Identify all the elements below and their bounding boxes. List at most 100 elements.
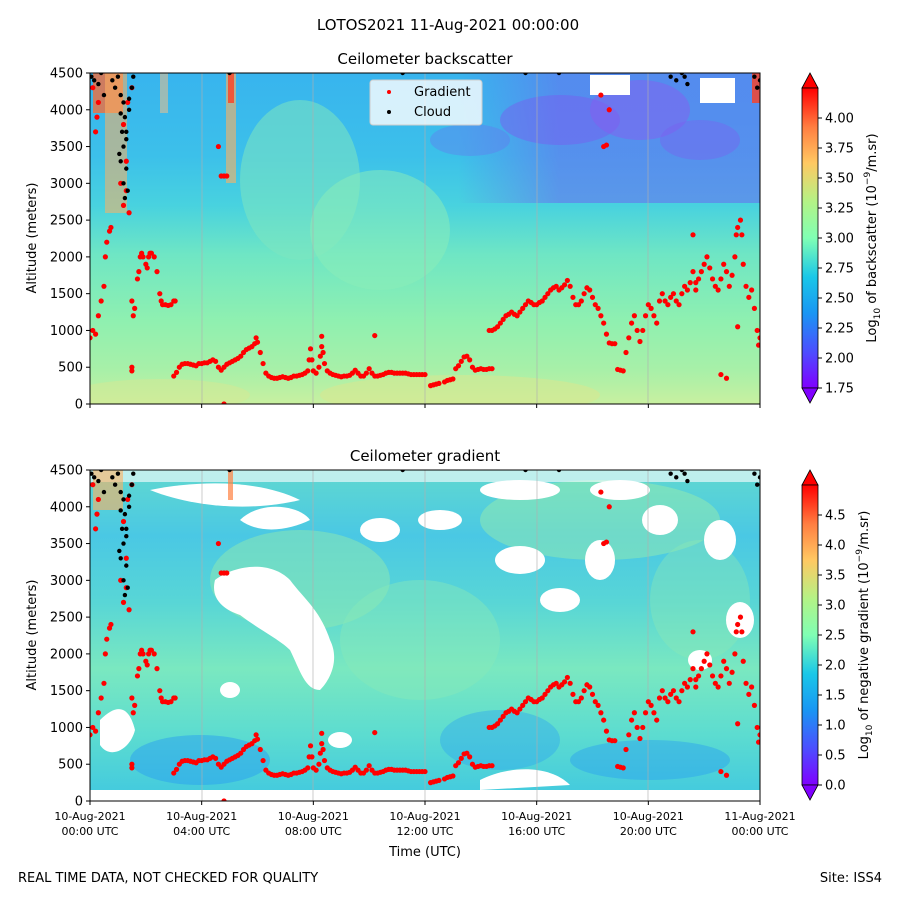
cloud-point (110, 78, 115, 83)
gradient-point (581, 688, 587, 694)
gradient-point (718, 276, 724, 282)
cloud-point (400, 73, 405, 76)
y-tick-label: 3000 (50, 177, 83, 192)
gradient-point (739, 629, 745, 635)
x-tick-date: 11-Aug-2021 (724, 810, 795, 823)
gradient-point (673, 695, 679, 701)
gradient-point (316, 761, 322, 767)
y-tick-label: 4500 (50, 464, 83, 479)
gradient-point (673, 298, 679, 304)
x-tick-date: 10-Aug-2021 (389, 810, 460, 823)
gradient-point (723, 772, 730, 778)
backscatter-ylabel: Altitude (meters) (25, 183, 40, 294)
cloud-point (124, 129, 129, 135)
cloud-point (119, 129, 125, 135)
gradient-point (637, 338, 643, 345)
gradient-point (154, 666, 160, 672)
gradient-point (154, 269, 160, 275)
gradient-point (140, 651, 146, 657)
gradient-ylabel: Altitude (meters) (25, 580, 40, 691)
gradient-point (682, 680, 688, 686)
gradient-point (553, 283, 559, 289)
footer-site: Site: ISS4 (820, 871, 882, 886)
cloud-point (96, 81, 101, 87)
x-tick-time: 00:00 UTC (61, 825, 118, 838)
gradient-point (567, 283, 573, 289)
cloud-point (674, 78, 679, 83)
cloud-point (125, 188, 130, 193)
legend-box (369, 79, 483, 126)
cloud-point (685, 478, 690, 484)
gradient-point (564, 277, 570, 284)
gradient-point (542, 294, 548, 300)
x-tick-date: 10-Aug-2021 (166, 810, 237, 823)
x-tick-time: 08:00 UTC (285, 825, 342, 838)
cloud-point (121, 541, 126, 546)
gradient-point (151, 254, 157, 260)
cloud-point (118, 556, 123, 561)
cloud-point (118, 111, 123, 116)
cloud-point (121, 497, 126, 502)
gradient-point (168, 302, 174, 308)
gradient-point (749, 287, 755, 293)
gradient-point (623, 349, 629, 356)
backscatter-colorbar: 1.75 2.00 2.25 2.50 2.75 3.00 3.25 3.50 3.75 4.00… (801, 72, 883, 404)
gradient-point (221, 798, 227, 801)
x-tick-time: 00:00 UTC (731, 825, 788, 838)
gradient-point (701, 658, 707, 664)
gradient-point (455, 363, 462, 369)
gradient-point (95, 710, 101, 716)
gradient-point (578, 695, 584, 701)
gradient-point (623, 746, 629, 753)
gradient-point (366, 763, 372, 769)
y-tick-label: 3500 (50, 537, 83, 552)
gradient-point (140, 254, 146, 260)
gradient-point (108, 224, 114, 231)
cloud-point (121, 100, 126, 105)
gradient-point (751, 702, 758, 708)
cloud-point (668, 471, 673, 476)
cloud-point (523, 470, 528, 473)
gradient-point (651, 710, 657, 716)
gradient-point (238, 353, 244, 359)
cloud-point (112, 85, 118, 90)
gradient-point (684, 684, 691, 690)
x-tick-time: 16:00 UTC (508, 825, 565, 838)
cloud-point (124, 526, 129, 532)
gradient-point (626, 335, 632, 341)
gradient-point (363, 370, 369, 376)
gradient-point (587, 684, 593, 690)
gradient-point (90, 85, 96, 91)
gradient-point (718, 673, 724, 679)
x-tick-date: 10-Aug-2021 (613, 810, 684, 823)
gradient-point (321, 360, 328, 367)
cloud-point (129, 85, 135, 90)
colorbar-tick-label: 0.5 (825, 749, 846, 764)
y-tick-label: 2500 (50, 611, 83, 626)
cloud-point (118, 92, 123, 98)
gradient-point (522, 699, 529, 705)
gradient-point (651, 313, 657, 319)
gradient-point (307, 743, 314, 749)
gradient-point (756, 739, 760, 745)
gradient-point (682, 283, 688, 289)
gradient-point (317, 750, 323, 756)
cloud-point (117, 548, 122, 554)
gradient-point (726, 680, 732, 686)
gradient-point (134, 276, 141, 282)
gradient-heatmap (90, 470, 760, 801)
gradient-point (455, 760, 462, 766)
cloud-point (668, 74, 673, 79)
gradient-point (90, 335, 93, 341)
gradient-point (693, 677, 699, 683)
gradient-colorbar: 0.0 0.5 1.0 1.5 2.0 2.5 3.0 3.5 4.0 4.5 Log10 of … (801, 469, 875, 801)
cloud-point (126, 504, 132, 509)
gradient-point (363, 767, 369, 773)
gradient-point (648, 305, 654, 311)
colorbar-tick-label: 2.50 (825, 292, 854, 307)
cloud-point (757, 475, 760, 480)
gradient-point (581, 291, 587, 297)
gradient-point (679, 688, 685, 694)
gradient-point (570, 294, 576, 300)
gradient-point (723, 666, 730, 672)
